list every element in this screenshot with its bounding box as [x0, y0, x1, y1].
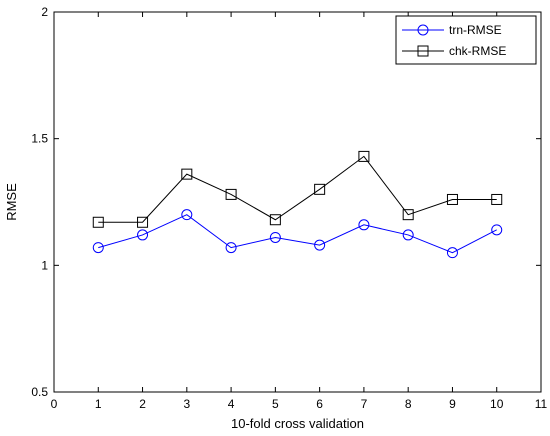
x-axis-label: 10-fold cross validation [231, 416, 364, 431]
y-tick-label: 2 [41, 5, 48, 19]
data-point [225, 188, 237, 200]
data-point [269, 214, 281, 226]
legend-item: trn-RMSE [402, 23, 502, 37]
x-tick-label: 4 [228, 397, 235, 411]
axes-box [53, 11, 542, 393]
data-point [402, 229, 414, 241]
y-axis: 0.5 1 1.5 2 [31, 5, 541, 399]
x-tick-label: 1 [95, 397, 102, 411]
x-tick-label: 10 [490, 397, 504, 411]
legend-marker [417, 45, 429, 57]
data-point [314, 239, 326, 251]
data-point [446, 193, 458, 205]
y-tick-label: 0.5 [31, 385, 48, 399]
x-tick-label: 11 [535, 397, 548, 411]
x-tick-label: 7 [361, 397, 368, 411]
series-layer [92, 150, 503, 259]
x-tick-label: 9 [449, 397, 456, 411]
legend: trn-RMSE chk-RMSE [395, 15, 537, 65]
series-line [98, 214, 497, 254]
legend-label: trn-RMSE [449, 23, 502, 37]
data-point [402, 209, 414, 221]
data-point [137, 229, 149, 241]
plot-area [53, 11, 542, 393]
legend-marker [417, 24, 429, 36]
legend-label: chk-RMSE [449, 44, 506, 58]
series-trn-rmse [92, 209, 503, 259]
y-tick-label: 1 [41, 258, 48, 272]
series-chk-rmse [92, 150, 503, 228]
data-point [92, 242, 104, 254]
x-tick-label: 3 [183, 397, 190, 411]
data-point [491, 193, 503, 205]
data-point [314, 183, 326, 195]
data-point [358, 150, 370, 162]
y-tick-label: 1.5 [31, 132, 48, 146]
data-point [181, 209, 193, 221]
series-line [98, 155, 497, 223]
data-point [446, 247, 458, 259]
data-point [358, 219, 370, 231]
data-point [92, 216, 104, 228]
data-point [491, 224, 503, 236]
data-point [137, 216, 149, 228]
x-tick-label: 6 [316, 397, 323, 411]
x-tick-label: 2 [139, 397, 146, 411]
y-axis-label: RMSE [4, 183, 19, 221]
data-point [269, 231, 281, 243]
data-point [225, 242, 237, 254]
x-tick-label: 8 [405, 397, 412, 411]
x-tick-label: 5 [272, 397, 279, 411]
legend-item: chk-RMSE [402, 44, 506, 58]
data-point [181, 168, 193, 180]
x-tick-label: 0 [51, 397, 58, 411]
